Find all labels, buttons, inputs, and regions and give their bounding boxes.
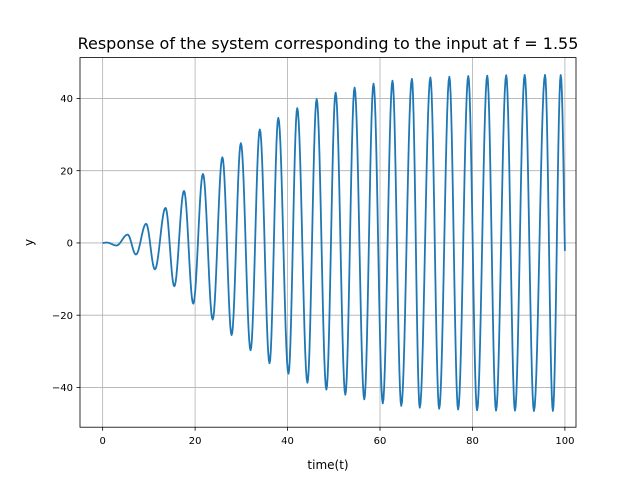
response-line — [102, 74, 566, 412]
y-tick-label: 0 — [67, 239, 73, 250]
series-layer — [102, 74, 566, 412]
x-tick-label: 60 — [374, 436, 387, 447]
x-axis: 0 20 40 60 80 100 — [99, 427, 574, 447]
y-tick-label: 20 — [60, 166, 73, 177]
y-tick-label: 40 — [60, 94, 73, 105]
y-axis: −40 −20 0 20 40 — [52, 94, 80, 394]
x-tick-label: 100 — [555, 436, 574, 447]
y-tick-label: −40 — [52, 383, 73, 394]
plot-frame — [79, 57, 577, 428]
y-tick-label: −20 — [52, 311, 73, 322]
y-axis-label: y — [22, 239, 36, 246]
x-tick-label: 20 — [189, 436, 202, 447]
chart-title: Response of the system corresponding to … — [78, 34, 579, 53]
x-tick-label: 0 — [99, 436, 105, 447]
x-tick-label: 40 — [281, 436, 294, 447]
x-axis-label: time(t) — [307, 458, 348, 472]
x-tick-label: 80 — [466, 436, 479, 447]
